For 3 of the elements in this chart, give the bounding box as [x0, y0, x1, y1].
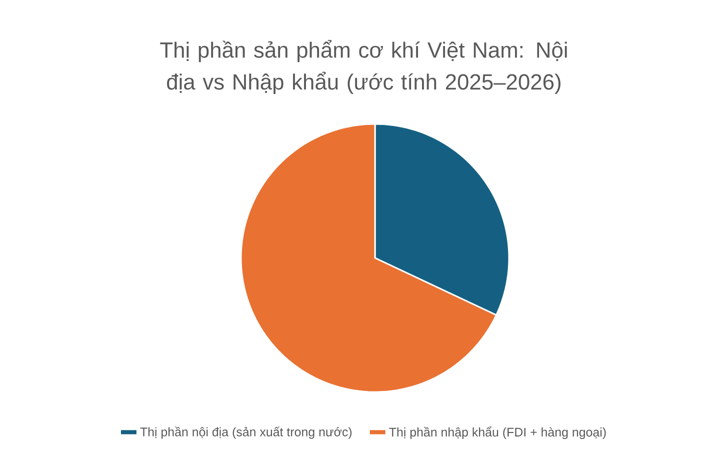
chart-title: Thị phần sản phẩm cơ khí Việt Nam: Nội địa vs Nhập khẩu (ước tính 2025–2026) — [160, 40, 567, 94]
legend-label: Thị phần nhập khẩu (FDI + hàng ngoại) — [389, 426, 606, 440]
legend-label: Thị phần nội địa (sản xuất trong nước) — [140, 426, 352, 439]
